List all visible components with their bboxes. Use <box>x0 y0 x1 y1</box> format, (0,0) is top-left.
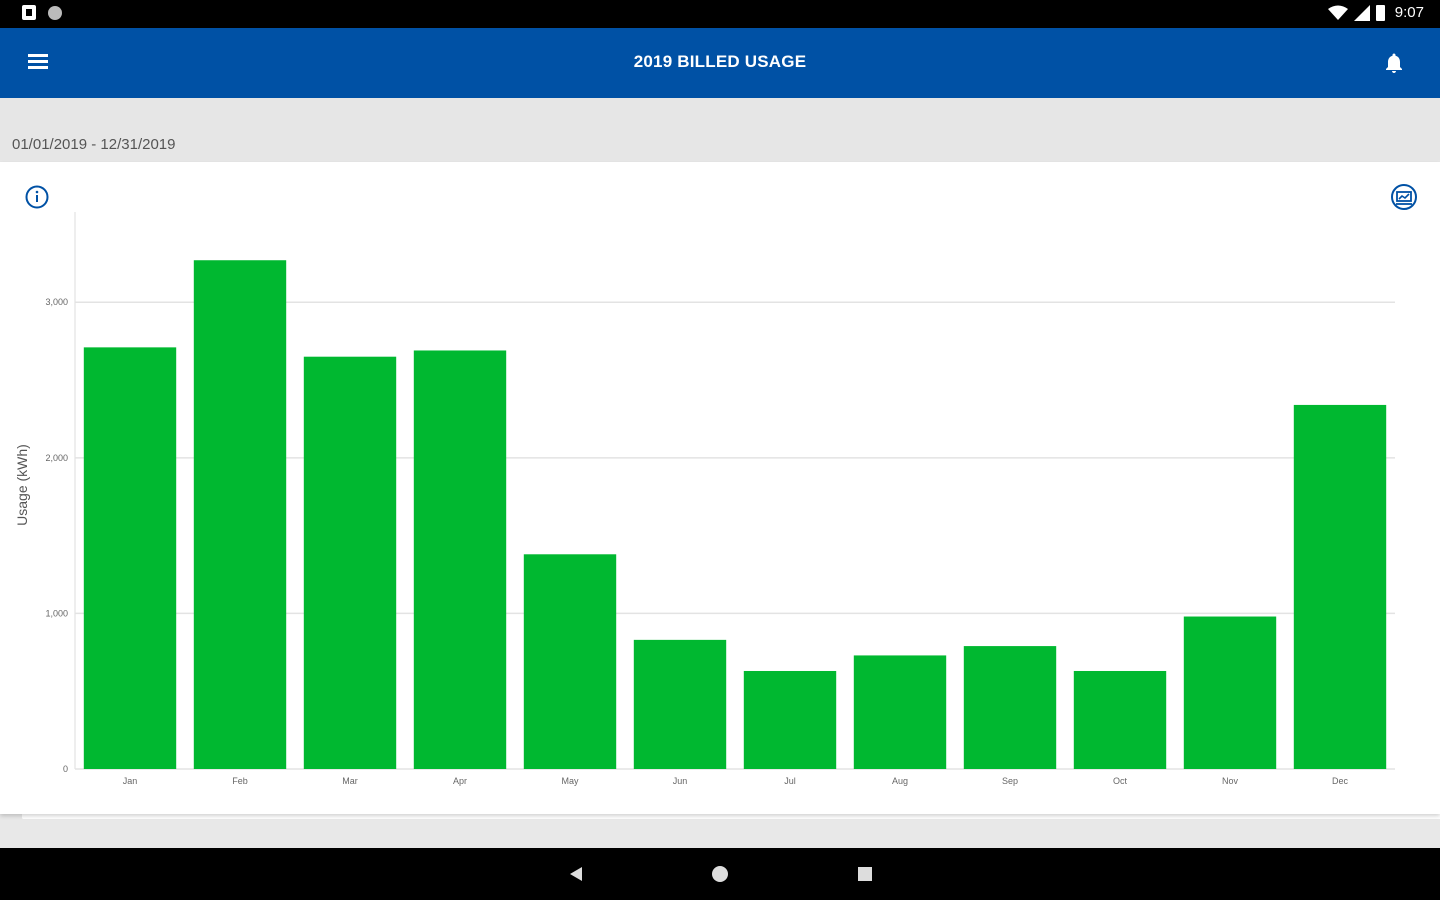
bar-feb[interactable] <box>193 260 287 769</box>
bar-aug[interactable] <box>853 655 947 769</box>
bar-jan[interactable] <box>83 347 177 769</box>
x-tick-label: Aug <box>892 776 908 786</box>
x-tick-label: Oct <box>1113 776 1128 786</box>
wifi-icon <box>1327 5 1348 20</box>
app-bar: 2019 BILLED USAGE <box>0 28 1440 98</box>
status-bar-right-icons: 9:07 <box>1327 4 1424 21</box>
bar-jun[interactable] <box>633 639 727 769</box>
bar-oct[interactable] <box>1073 670 1167 769</box>
date-range-header: 01/01/2019 - 12/31/2019 <box>0 98 1440 160</box>
x-tick-label: Apr <box>453 776 467 786</box>
x-tick-label: Nov <box>1222 776 1239 786</box>
usage-bar-chart: 0 1,000 2,000 3,000 Jan Feb Mar Apr May Jun Jul Aug… <box>14 212 1395 786</box>
x-tick-label: May <box>561 776 579 786</box>
bar-dec[interactable] <box>1293 404 1387 769</box>
usage-chart-card: 0 1,000 2,000 3,000 Jan Feb Mar Apr May Jun Jul Aug… <box>0 162 1440 814</box>
bar-jul[interactable] <box>743 670 837 769</box>
notification-bell-icon[interactable] <box>1382 51 1406 75</box>
x-tick-label: Jun <box>673 776 688 786</box>
back-triangle-icon[interactable] <box>566 864 586 884</box>
signal-icon <box>1353 4 1370 21</box>
y-tick-label: 0 <box>63 764 68 774</box>
x-tick-label: Sep <box>1002 776 1018 786</box>
recents-square-icon[interactable] <box>855 864 875 884</box>
bar-may[interactable] <box>523 554 617 769</box>
date-range-label: 01/01/2019 - 12/31/2019 <box>12 136 176 153</box>
x-tick-label: Jul <box>784 776 796 786</box>
bar-nov[interactable] <box>1183 616 1277 769</box>
bar-sep[interactable] <box>963 646 1057 769</box>
status-bar: 9:07 <box>0 0 1440 819</box>
y-tick-label: 1,000 <box>45 608 68 618</box>
x-tick-label: Mar <box>342 776 358 786</box>
y-axis-title: Usage (kWh) <box>14 444 30 526</box>
y-tick-label: 2,000 <box>45 453 68 463</box>
status-bar-left-icons <box>22 5 1440 819</box>
battery-icon <box>1375 4 1385 21</box>
x-tick-label: Dec <box>1332 776 1349 786</box>
circle-status-icon <box>48 5 62 20</box>
system-navigation-bar <box>0 848 1440 900</box>
x-tick-label: Jan <box>123 776 138 786</box>
info-icon[interactable] <box>24 184 50 210</box>
clock-time: 9:07 <box>1394 4 1424 21</box>
x-tick-label: Feb <box>232 776 248 786</box>
hamburger-menu-icon[interactable] <box>28 51 54 73</box>
bar-mar[interactable] <box>303 356 397 769</box>
compare-chart-icon[interactable] <box>1390 183 1418 211</box>
y-tick-label: 3,000 <box>45 297 68 307</box>
bar-apr[interactable] <box>413 350 507 769</box>
notification-icon <box>22 5 36 20</box>
page-title: 2019 BILLED USAGE <box>633 52 807 71</box>
home-circle-icon[interactable] <box>710 864 730 884</box>
